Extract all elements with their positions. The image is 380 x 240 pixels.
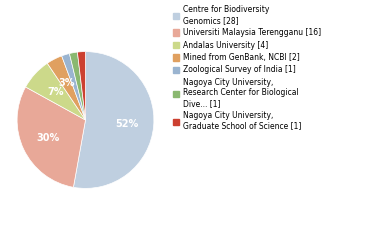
Legend: Centre for Biodiversity
Genomics [28], Universiti Malaysia Terengganu [16], Anda: Centre for Biodiversity Genomics [28], U… (171, 4, 323, 132)
Text: 52%: 52% (115, 119, 138, 129)
Wedge shape (17, 87, 85, 187)
Wedge shape (70, 52, 86, 120)
Wedge shape (78, 52, 86, 120)
Wedge shape (47, 56, 86, 120)
Wedge shape (62, 54, 86, 120)
Wedge shape (73, 52, 154, 188)
Text: 7%: 7% (47, 87, 63, 97)
Text: 30%: 30% (37, 133, 60, 143)
Text: 3%: 3% (59, 78, 75, 89)
Wedge shape (25, 63, 86, 120)
